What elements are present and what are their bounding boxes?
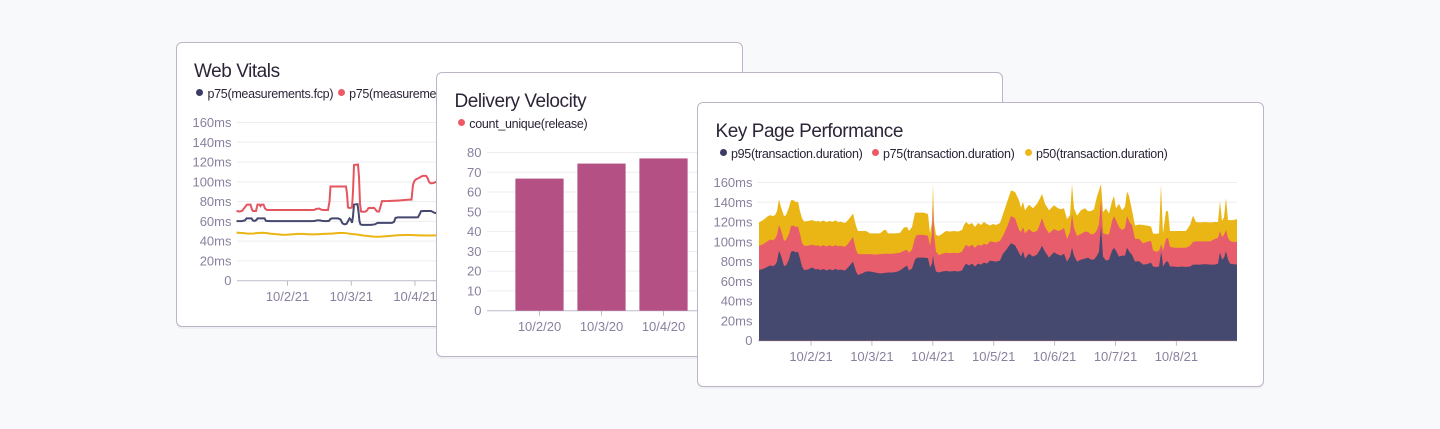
svg-text:60: 60 <box>467 185 481 200</box>
svg-text:30: 30 <box>467 244 481 259</box>
svg-text:100ms: 100ms <box>713 234 753 249</box>
svg-text:70: 70 <box>467 165 481 180</box>
svg-text:80ms: 80ms <box>721 254 753 269</box>
svg-text:10/8/21: 10/8/21 <box>1155 349 1198 364</box>
svg-text:80ms: 80ms <box>199 194 231 209</box>
svg-text:10/4/21: 10/4/21 <box>911 349 954 364</box>
svg-text:60ms: 60ms <box>721 274 753 289</box>
svg-text:50: 50 <box>467 204 481 219</box>
svg-text:10/4/20: 10/4/20 <box>642 319 685 334</box>
svg-text:100ms: 100ms <box>192 174 232 189</box>
svg-text:10/4/21: 10/4/21 <box>393 289 436 304</box>
svg-text:160ms: 160ms <box>192 115 232 130</box>
svg-text:140ms: 140ms <box>192 135 232 150</box>
svg-text:80: 80 <box>467 145 481 160</box>
svg-text:160ms: 160ms <box>713 175 753 190</box>
svg-text:10/2/21: 10/2/21 <box>789 349 832 364</box>
svg-text:10/2/20: 10/2/20 <box>518 319 561 334</box>
svg-text:10/6/21: 10/6/21 <box>1033 349 1076 364</box>
svg-text:10/3/20: 10/3/20 <box>580 319 623 334</box>
svg-text:20ms: 20ms <box>721 313 753 328</box>
svg-text:0: 0 <box>474 303 481 318</box>
svg-text:10/3/21: 10/3/21 <box>850 349 893 364</box>
svg-text:40ms: 40ms <box>721 294 753 309</box>
svg-text:20ms: 20ms <box>199 253 231 268</box>
svg-text:60ms: 60ms <box>199 214 231 229</box>
svg-text:10/2/21: 10/2/21 <box>265 289 308 304</box>
svg-text:10/7/21: 10/7/21 <box>1094 349 1137 364</box>
svg-text:0: 0 <box>745 333 752 348</box>
svg-text:20: 20 <box>467 264 481 279</box>
svg-text:10/5/21: 10/5/21 <box>972 349 1015 364</box>
svg-text:40: 40 <box>467 224 481 239</box>
svg-text:120ms: 120ms <box>192 155 232 170</box>
svg-text:120ms: 120ms <box>713 215 753 230</box>
svg-text:40ms: 40ms <box>199 234 231 249</box>
svg-text:10: 10 <box>467 283 481 298</box>
svg-text:10/3/21: 10/3/21 <box>329 289 372 304</box>
svg-text:0: 0 <box>224 273 231 288</box>
svg-text:140ms: 140ms <box>713 195 753 210</box>
